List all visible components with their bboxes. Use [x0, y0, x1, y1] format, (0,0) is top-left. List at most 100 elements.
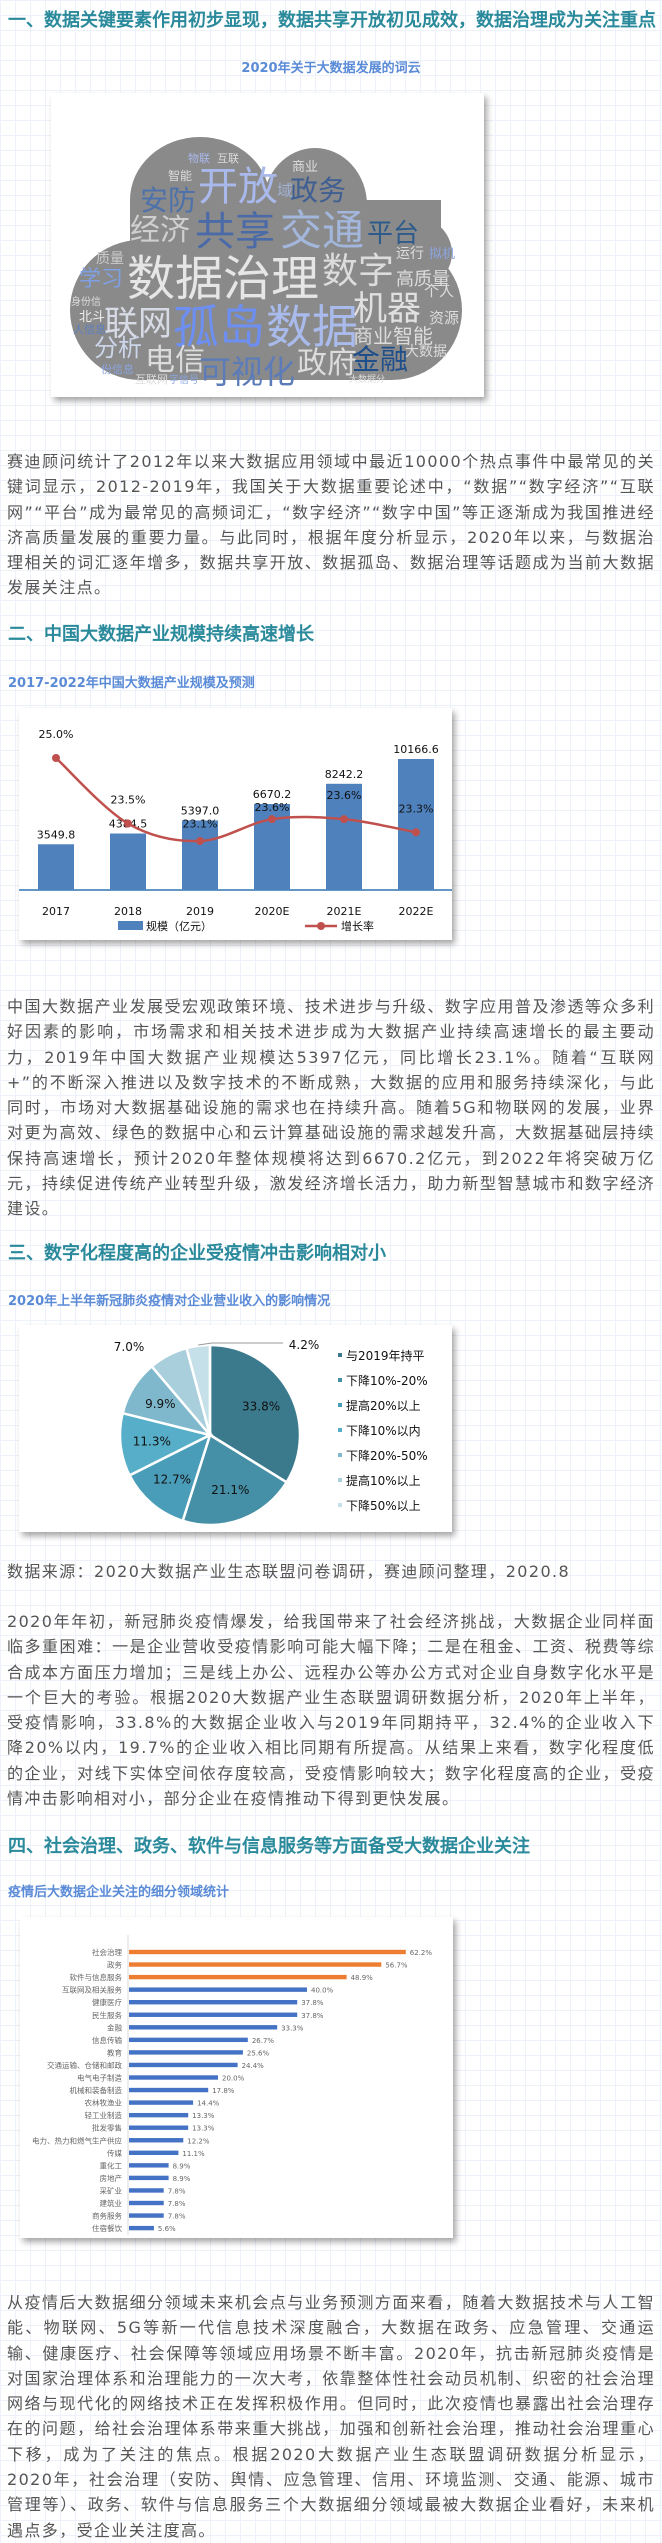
- bar-value-label: 8.9%: [173, 2162, 191, 2170]
- wordcloud-word: 运行: [396, 246, 424, 262]
- bar-value-label: 17.8%: [212, 2087, 235, 2095]
- wordcloud-word: 机器: [353, 289, 421, 329]
- bar-value-label: 8242.2: [325, 768, 364, 781]
- legend-swatch: [338, 1503, 342, 1507]
- wordcloud-word: 商业: [292, 160, 318, 175]
- bar-value-label: 10166.6: [393, 743, 439, 756]
- growth-rate-point: [124, 819, 132, 828]
- bar-value-label: 7.8%: [168, 2213, 186, 2221]
- wordcloud-word: 可视化: [199, 353, 295, 391]
- growth-rate-label: 23.6%: [327, 789, 362, 802]
- growth-rate-point: [52, 754, 60, 762]
- wordcloud-word: 北斗: [79, 310, 105, 325]
- bar-value-label: 37.8%: [301, 1999, 324, 2007]
- category-label: 传媒: [107, 2148, 122, 2158]
- x-tick-label: 2021E: [327, 905, 362, 918]
- pie-slice: [127, 1432, 213, 1523]
- bar-value-label: 13.3%: [192, 2125, 215, 2133]
- category-label: 轻工业制造: [85, 2110, 123, 2120]
- bar-value-label: 62.2%: [410, 1949, 433, 1957]
- growth-rate-point: [412, 828, 420, 837]
- category-label: 住宿餐饮: [92, 2223, 122, 2233]
- category-label: 政务: [107, 1960, 122, 1970]
- bar-focus-area: [129, 2112, 189, 2118]
- wordcloud-word: 互联: [217, 152, 239, 165]
- category-label: 民生服务: [92, 2010, 122, 2020]
- chart-title-market-size: 2017-2022年中国大数据产业规模及预测: [8, 676, 255, 691]
- wordcloud-word: 政务: [290, 174, 346, 207]
- x-tick-label: 2020E: [255, 905, 290, 918]
- paragraph-3: 2020年年初，新冠肺炎疫情爆发，给我国带来了社会经济挑战，大数据企业同样面临多…: [7, 1612, 655, 1809]
- paragraph-1: 赛迪顾问统计了2012年以来大数据应用领域中最近10000个热点事件中最常见的关…: [7, 452, 655, 598]
- bar-value-label: 11.1%: [182, 2150, 205, 2158]
- chart-title-revenue-impact: 2020年上半年新冠肺炎疫情对企业营业收入的影响情况: [8, 1294, 331, 1309]
- bar-market-size: [326, 783, 362, 890]
- wordcloud-word: 交通: [280, 206, 364, 255]
- bar-focus-area: [129, 1974, 347, 1980]
- wordcloud-word: 互联网: [135, 373, 168, 386]
- legend-label: 下降50%以上: [346, 1499, 421, 1513]
- bar-focus-area: [129, 2012, 298, 2017]
- category-label: 农林牧渔业: [85, 2098, 123, 2108]
- growth-rate-label: 23.3%: [399, 802, 434, 815]
- wordcloud-title: 2020年关于大数据发展的词云: [241, 61, 421, 76]
- bar-focus-area: [129, 2200, 164, 2206]
- legend-swatch: [338, 1403, 342, 1407]
- bar-value-label: 13.3%: [192, 2112, 215, 2120]
- legend-label: 提高20%以上: [346, 1398, 421, 1413]
- legend-label: 下降20%-50%: [346, 1449, 428, 1463]
- revenue-impact-pie-svg: 33.8% 与2019年持平 21.1% 下降10%-20% 12.7% 提高20%以上 1…: [114, 1338, 428, 1527]
- wordcloud-word: 质量: [96, 251, 124, 267]
- bar-focus-area: [129, 2050, 243, 2055]
- bar-value-label: 3549.8: [37, 828, 76, 841]
- category-label: 交通运输、仓储和邮政: [47, 2060, 122, 2070]
- bar-focus-area: [129, 2075, 218, 2080]
- category-label: 机械和装备制造: [70, 2085, 123, 2095]
- legend-label: 下降10%-20%: [346, 1374, 428, 1388]
- wordcloud-word: 经济: [130, 213, 190, 248]
- growth-rate-label: 23.6%: [255, 801, 290, 814]
- bar-focus-area: [129, 2150, 179, 2155]
- wordcloud-word: 联网: [104, 304, 172, 344]
- legend-label: 下降10%以内: [346, 1424, 421, 1438]
- paragraph-2: 中国大数据产业发展受宏观政策环境、技术进步与升级、数字应用普及渗透等众多利好因素…: [7, 997, 655, 1219]
- wordcloud-word: 商业智能: [353, 324, 433, 348]
- bar-focus-area: [129, 2163, 169, 2168]
- wordcloud-word: 共享: [195, 209, 275, 255]
- category-label: 电力、热力和燃气生产供应: [32, 2135, 122, 2145]
- wordcloud-word: 身份信: [71, 295, 101, 308]
- bar-value-label: 26.7%: [252, 2037, 275, 2045]
- wordcloud-word: 数据: [266, 300, 358, 354]
- legend-swatch: [338, 1428, 342, 1432]
- bar-focus-area: [129, 2175, 169, 2181]
- bar-market-size: [182, 820, 218, 890]
- wordcloud-word: 人信息: [73, 322, 106, 336]
- category-label: 采矿业: [100, 2185, 123, 2195]
- bar-value-label: 20.0%: [222, 2075, 245, 2083]
- category-label: 批发零售: [92, 2123, 122, 2133]
- cloud-shape: [70, 137, 462, 380]
- bar-focus-area: [129, 2087, 209, 2093]
- wordcloud-word: 数据治理: [127, 251, 319, 307]
- x-tick-label: 2022E: [399, 905, 434, 918]
- wordcloud-word: 学习: [79, 267, 123, 292]
- category-label: 健康医疗: [92, 1997, 122, 2007]
- bar-value-label: 7.8%: [168, 2200, 186, 2208]
- bar-value-label: 6670.2: [253, 788, 292, 801]
- source-note: 数据来源：2020大数据产业生态联盟问卷调研，赛迪顾问整理，2020.8: [7, 1562, 571, 1581]
- category-label: 信息传输: [92, 2035, 122, 2045]
- paragraph-4: 从疫情后大数据细分领域未来机会点与业务预测方面来看，随着大数据技术与人工智能、物…: [7, 2293, 655, 2540]
- focus-areas-bar-svg: 社会治理 62.2% 政务 56.7% 软件与信息服务 48.9% 互联网及相关服务 40.0…: [32, 1935, 433, 2235]
- bar-value-label: 5.6%: [158, 2225, 176, 2233]
- category-label: 教育: [107, 2047, 122, 2057]
- wordcloud-word: 大数据分: [349, 373, 385, 385]
- growth-rate-label: 23.1%: [183, 817, 218, 830]
- wordcloud-image: 开放 政务域物联 互联 商业 智能 安防 经济 共享 交通 平台 数据治理 数字 质量 运行 拟机 高质量 学习…: [51, 93, 484, 397]
- legend-label: 提高10%以上: [346, 1473, 421, 1488]
- legend-swatch: [338, 1378, 342, 1382]
- wordcloud-word: 高质量: [396, 269, 450, 290]
- bar-value-label: 25.6%: [247, 2049, 270, 2057]
- section-heading-1: 一、数据关键要素作用初步显现，数据共享开放初见成效，数据治理成为关注重点: [8, 10, 656, 31]
- bar-value-label: 48.9%: [351, 1974, 374, 1982]
- wordcloud-word: 开放: [198, 164, 278, 210]
